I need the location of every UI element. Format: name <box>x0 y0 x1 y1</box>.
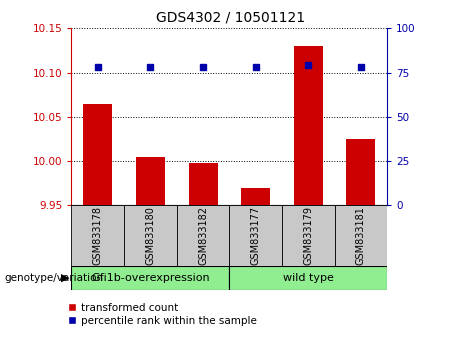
Bar <box>136 156 165 205</box>
Text: GSM833179: GSM833179 <box>303 206 313 265</box>
Text: GDS4302 / 10501121: GDS4302 / 10501121 <box>156 11 305 25</box>
Bar <box>335 205 387 266</box>
Bar <box>229 205 282 266</box>
Bar <box>71 266 229 290</box>
Legend: transformed count, percentile rank within the sample: transformed count, percentile rank withi… <box>67 303 257 326</box>
Bar <box>229 266 387 290</box>
Text: GSM833178: GSM833178 <box>93 206 103 265</box>
Text: Gfi1b-overexpression: Gfi1b-overexpression <box>91 273 210 283</box>
Bar <box>124 205 177 266</box>
Bar <box>294 46 323 205</box>
Bar <box>83 104 112 205</box>
Bar <box>189 163 218 205</box>
Text: GSM833177: GSM833177 <box>251 206 260 265</box>
Text: GSM833181: GSM833181 <box>356 206 366 265</box>
Text: GSM833182: GSM833182 <box>198 206 208 265</box>
Text: ▶: ▶ <box>61 273 69 283</box>
Text: GSM833180: GSM833180 <box>145 206 155 265</box>
Bar <box>282 205 335 266</box>
Bar <box>71 205 124 266</box>
Bar <box>347 139 375 205</box>
Text: wild type: wild type <box>283 273 334 283</box>
Text: genotype/variation: genotype/variation <box>5 273 104 283</box>
Bar <box>177 205 229 266</box>
Bar <box>241 188 270 205</box>
